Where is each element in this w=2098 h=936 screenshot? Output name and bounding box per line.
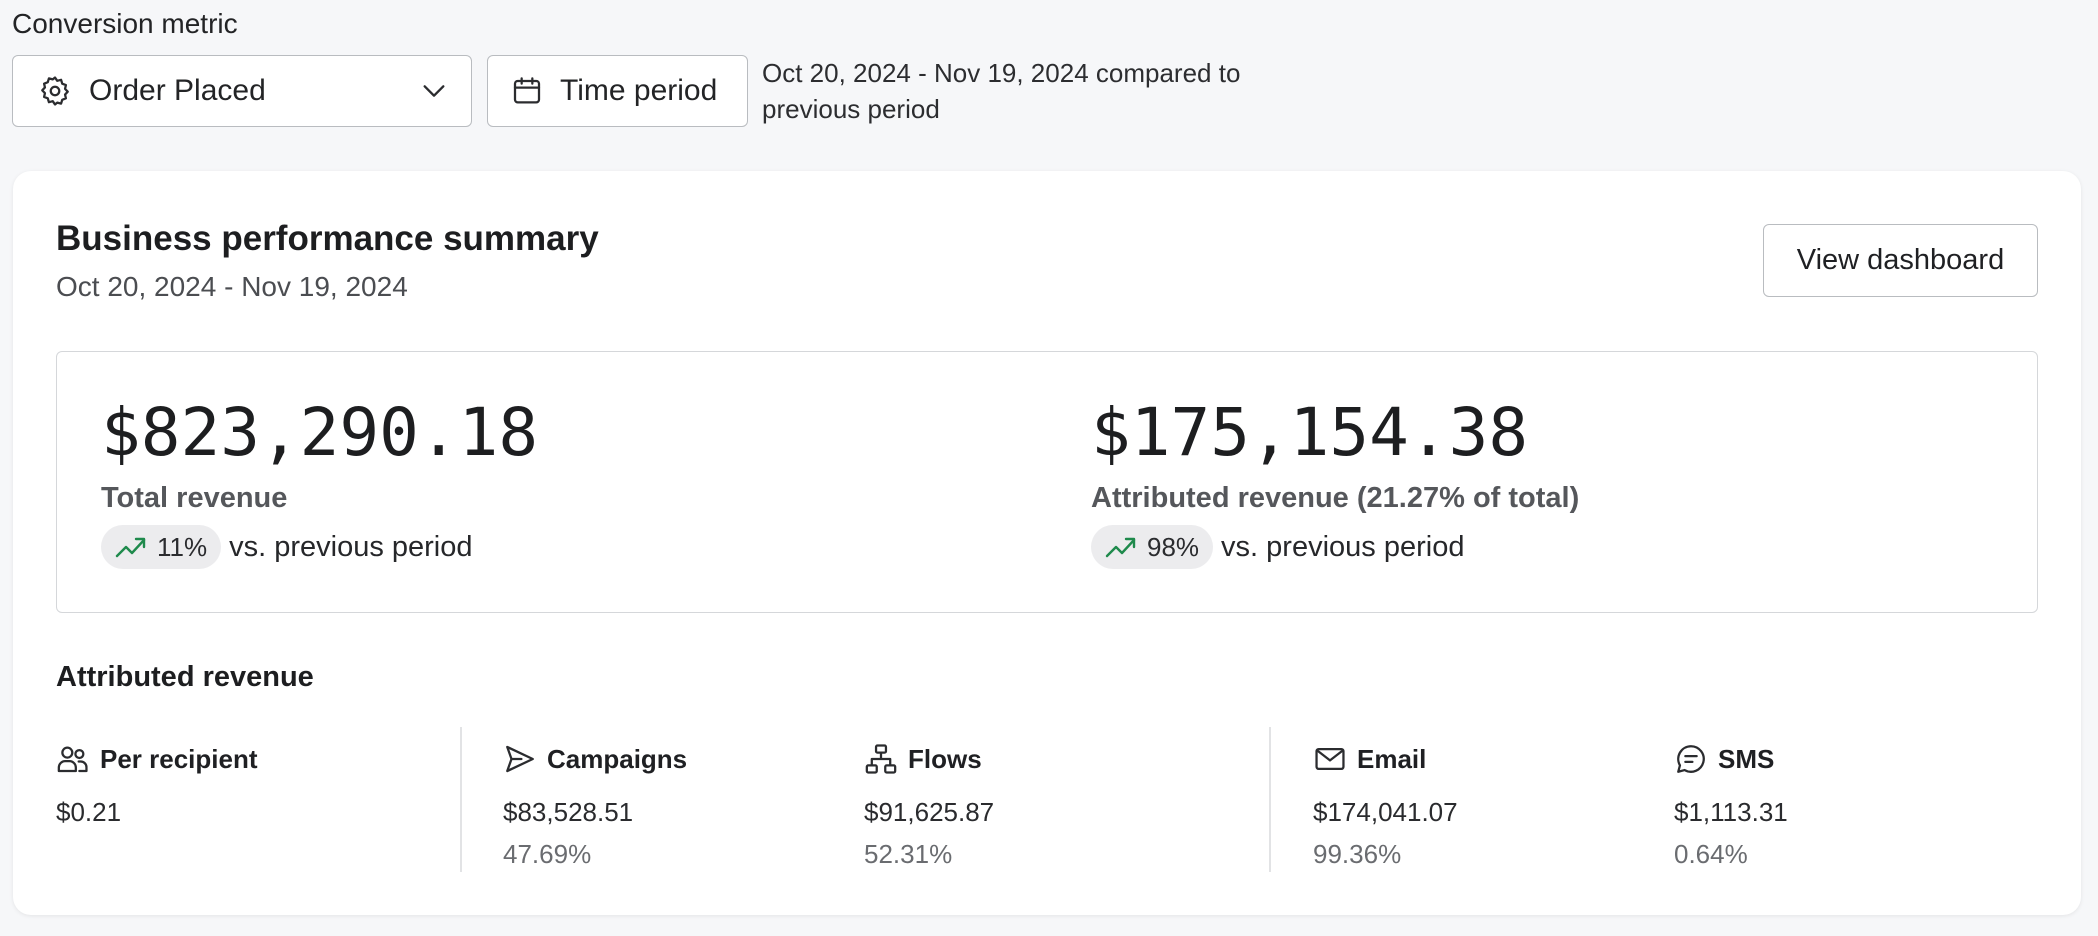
stat-amount: $83,528.51 [503,797,634,827]
chevron-down-icon [419,76,449,106]
stat-divider [460,727,462,872]
card-date-range: Oct 20, 2024 - Nov 19, 2024 [56,271,408,302]
stat-campaigns: Campaigns $83,528.51 47.69% [503,741,687,886]
card-title: Business performance summary [56,219,599,258]
attributed-change-percent: 98% [1147,531,1200,562]
stat-amount: $0.21 [56,797,122,827]
view-dashboard-button[interactable]: View dashboard [1763,224,2038,297]
mail-icon [1313,742,1347,776]
gear-icon [37,73,73,109]
calendar-icon [510,74,544,108]
trending-up-icon [1105,534,1139,560]
total-revenue-amount: $823,290.18 [101,394,539,471]
stat-amount: $1,113.31 [1674,797,1788,827]
conversion-metric-label: Conversion metric [12,8,238,39]
stat-share: 0.64% [1674,839,1748,869]
sms-icon [1674,742,1708,776]
stat-name: SMS [1718,743,1775,774]
revenue-summary-box: $823,290.18 Total revenue 11% vs. previo… [56,351,2038,613]
total-revenue-label: Total revenue [101,482,288,514]
send-icon [503,742,537,776]
stat-name: Flows [908,743,982,774]
trending-up-icon [115,534,149,560]
stat-per-recipient: Per recipient $0.21 [56,741,258,886]
conversion-metric-select[interactable]: Order Placed [12,55,472,127]
time-period-button[interactable]: Time period [487,55,748,127]
business-performance-card: Business performance summary Oct 20, 202… [13,171,2081,915]
stat-share: 47.69% [503,839,592,869]
stat-name: Email [1357,743,1427,774]
stat-sms: SMS $1,113.31 0.64% [1674,741,1788,886]
total-change-pill: 11% [101,525,222,569]
total-change-suffix: vs. previous period [229,530,473,563]
total-revenue-change: 11% vs. previous period [101,525,473,569]
stat-email: Email $174,041.07 99.36% [1313,741,1458,886]
attributed-revenue-amount: $175,154.38 [1091,394,1529,471]
stat-amount: $91,625.87 [864,797,995,827]
stat-amount: $174,041.07 [1313,797,1458,827]
stat-name: Per recipient [100,743,258,774]
stat-share: 99.36% [1313,839,1402,869]
users-icon [56,742,90,776]
conversion-metric-value: Order Placed [89,74,266,107]
attributed-change-pill: 98% [1091,525,1214,569]
stat-flows: Flows $91,625.87 52.31% [864,741,994,886]
flows-icon [864,742,898,776]
stat-share: 52.31% [864,839,953,869]
attributed-revenue-title: Attributed revenue [56,661,314,693]
attributed-revenue-change: 98% vs. previous period [1091,525,1464,569]
stat-name: Campaigns [547,743,688,774]
attributed-revenue-label: Attributed revenue (21.27% of total) [1091,482,1580,514]
total-change-percent: 11% [157,531,208,562]
comparison-range-text: Oct 20, 2024 - Nov 19, 2024 compared to … [762,58,1241,124]
attributed-change-suffix: vs. previous period [1221,530,1465,563]
time-period-label: Time period [560,74,718,107]
stat-divider [1269,727,1271,872]
